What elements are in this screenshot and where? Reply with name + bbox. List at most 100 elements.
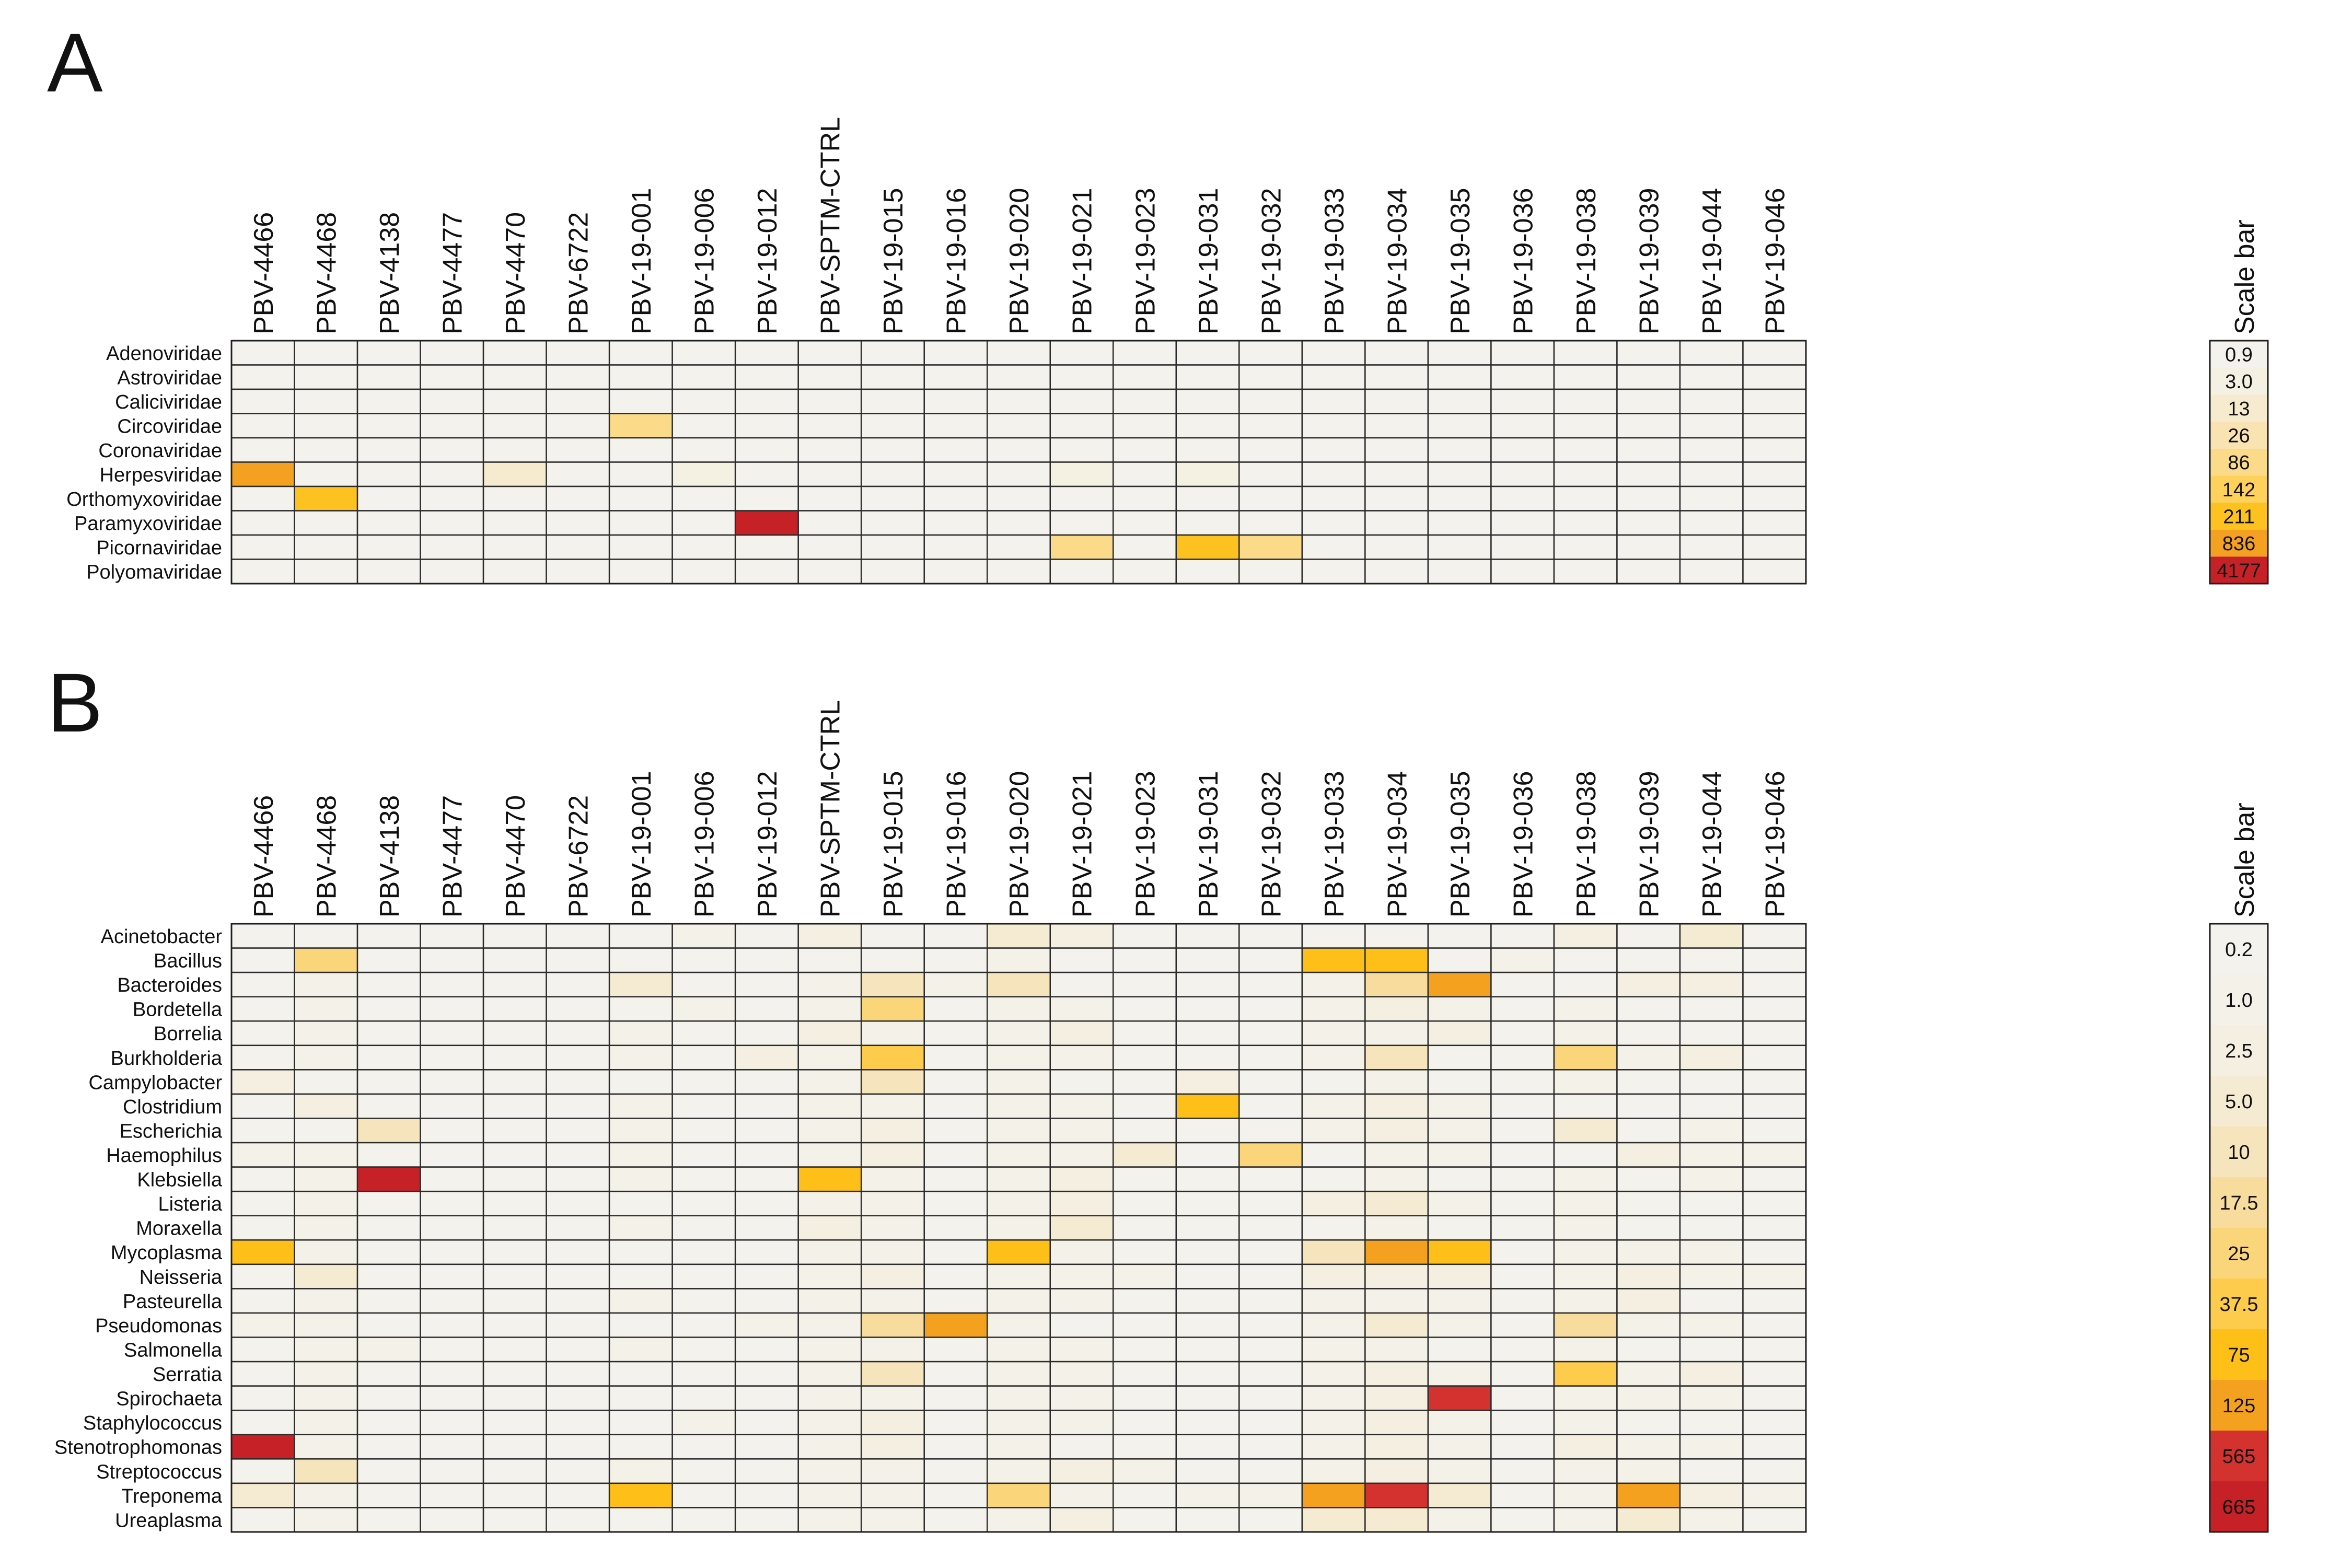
heatmap-cell [1553,1312,1618,1338]
row-label: Escherichia [120,1120,223,1142]
heatmap-cell [1427,340,1492,366]
heatmap-cell [1175,1118,1240,1144]
scale-bar-label: 75 [2228,1344,2250,1366]
heatmap-cell [1616,996,1681,1022]
heatmap-cell [1175,1458,1240,1484]
heatmap-cell [608,437,673,463]
column-label: PBV-19-016 [942,771,972,917]
heatmap-cell [546,510,610,536]
heatmap-cell [1049,996,1114,1022]
heatmap-cell [1742,388,1807,414]
heatmap-cell [1049,340,1114,366]
heatmap-cell [1238,559,1303,585]
heatmap-cell [482,388,547,414]
heatmap-cell [1049,1118,1114,1144]
heatmap-cell [1490,1166,1555,1192]
heatmap-cell [797,1020,862,1047]
heatmap-cell [1238,1507,1303,1533]
heatmap-cell [546,1166,610,1192]
heatmap-cell [1113,437,1177,463]
row-label: Acinetobacter [101,926,223,948]
heatmap-cell [230,1507,295,1533]
heatmap-cell [1742,461,1807,487]
scale-bar-swatch [2210,503,2268,530]
heatmap-cell [608,1458,673,1484]
heatmap-cell [734,1020,799,1047]
heatmap-cell [1490,1239,1555,1265]
scale-bar-border [2209,923,2269,1533]
heatmap-cell [1364,1312,1429,1338]
heatmap-cell [923,947,988,973]
heatmap-cell [608,1239,673,1265]
heatmap-cell [608,388,673,414]
heatmap-cell [1364,1190,1429,1216]
heatmap-cell [1301,1215,1366,1241]
heatmap-cell [1238,996,1303,1022]
heatmap-cell [1238,1044,1303,1071]
heatmap-cell [1742,1020,1807,1047]
heatmap-cell [986,1044,1051,1071]
heatmap-cell [923,1215,988,1241]
heatmap-cell [860,1118,925,1144]
heatmap-cell [230,485,295,512]
heatmap-cell [608,947,673,973]
heatmap-cell [1427,1239,1492,1265]
heatmap-cell [1113,1409,1177,1436]
heatmap-cell [1049,923,1114,949]
heatmap-cell [420,559,484,585]
heatmap-cell [671,1507,736,1533]
scale-bar-label: 4177 [2217,560,2261,582]
heatmap-cell [1427,364,1492,390]
heatmap-cell [797,1093,862,1119]
heatmap-cell [546,413,610,439]
heatmap-cell [734,1458,799,1484]
heatmap-cell [1679,947,1744,973]
heatmap-cell [1616,1263,1681,1290]
heatmap-cell [1238,1239,1303,1265]
heatmap-cell [482,1118,547,1144]
scale-bar-swatch [2210,974,2268,1025]
heatmap-cell [546,340,610,366]
scale-bar-label: 142 [2222,479,2255,501]
heatmap-cell [986,971,1051,997]
heatmap-cell [546,947,610,973]
heatmap-cell [482,1215,547,1241]
heatmap-cell [1238,1458,1303,1484]
heatmap-cell [797,388,862,414]
column-label: PBV-SPTM-CTRL [816,117,846,334]
heatmap-cell [860,1458,925,1484]
heatmap-cell [1113,1337,1177,1363]
heatmap-cell [860,1482,925,1508]
heatmap-cell [1742,1482,1807,1508]
heatmap-cell [356,1507,421,1533]
heatmap-cell [986,1215,1051,1241]
heatmap-cell [986,1434,1051,1460]
row-label: Circoviridae [117,415,222,437]
column-label: PBV-19-033 [1319,771,1350,917]
heatmap-cell [671,388,736,414]
heatmap-cell [923,1069,988,1095]
heatmap-cell [1742,413,1807,439]
heatmap-cell [1742,437,1807,463]
heatmap-cell [546,485,610,512]
heatmap-cell [294,1337,358,1363]
heatmap-cell [294,996,358,1022]
heatmap-cell [482,1044,547,1071]
heatmap-cell [1553,947,1618,973]
heatmap-cell [1364,1337,1429,1363]
heatmap-cell [1364,1069,1429,1095]
heatmap-cell [797,1507,862,1533]
column-label: PBV-19-031 [1194,771,1224,917]
heatmap-cell [420,1458,484,1484]
heatmap-cell [1679,1020,1744,1047]
heatmap-cell [797,1044,862,1071]
heatmap-cell [1238,1434,1303,1460]
heatmap-cell [608,510,673,536]
heatmap-cell [420,510,484,536]
heatmap-cell [1427,1312,1492,1338]
scale-bar-label: 10 [2228,1142,2250,1164]
heatmap-cell [420,485,484,512]
heatmap-cell [420,534,484,560]
row-label: Mycoplasma [111,1242,223,1264]
heatmap-cell [860,1409,925,1436]
